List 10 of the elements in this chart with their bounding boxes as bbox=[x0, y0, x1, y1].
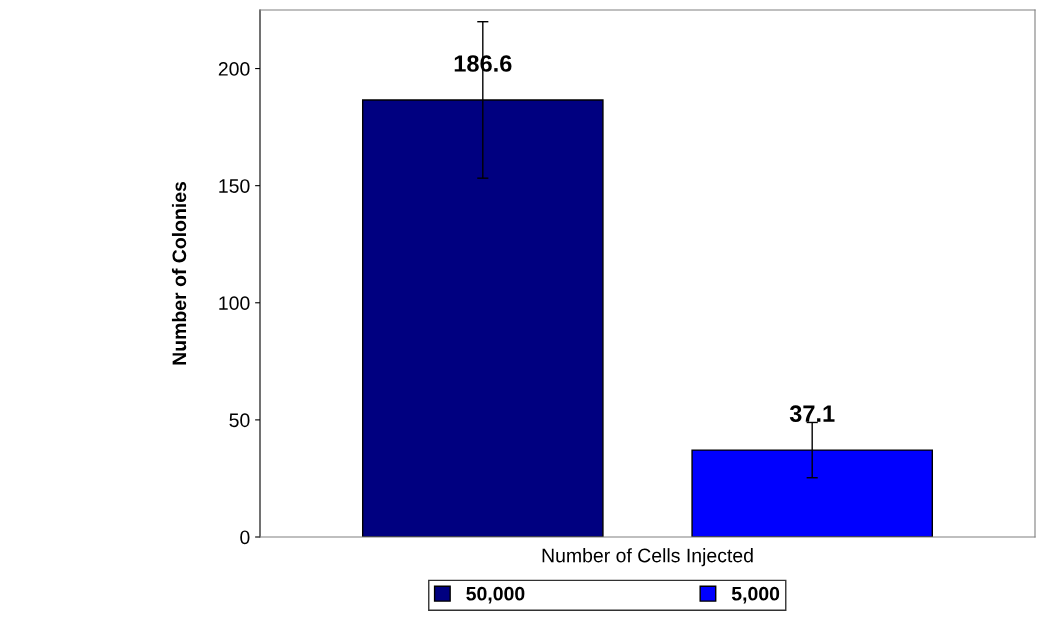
legend-label: 50,000 bbox=[466, 586, 525, 604]
data-label: 37.1 bbox=[789, 405, 835, 423]
x-tick-label: Number of Cells Injected bbox=[542, 548, 753, 567]
y-tick-label: 50 bbox=[229, 413, 250, 428]
y-tick-label: 200 bbox=[218, 62, 250, 76]
y-tick-label: 150 bbox=[219, 179, 250, 193]
legend-label: 5,000 bbox=[731, 586, 780, 604]
y-axis-title: Number of Colonies bbox=[171, 181, 187, 365]
y-tick-label: 0 bbox=[240, 530, 250, 545]
y-tick-label: 100 bbox=[219, 296, 250, 311]
